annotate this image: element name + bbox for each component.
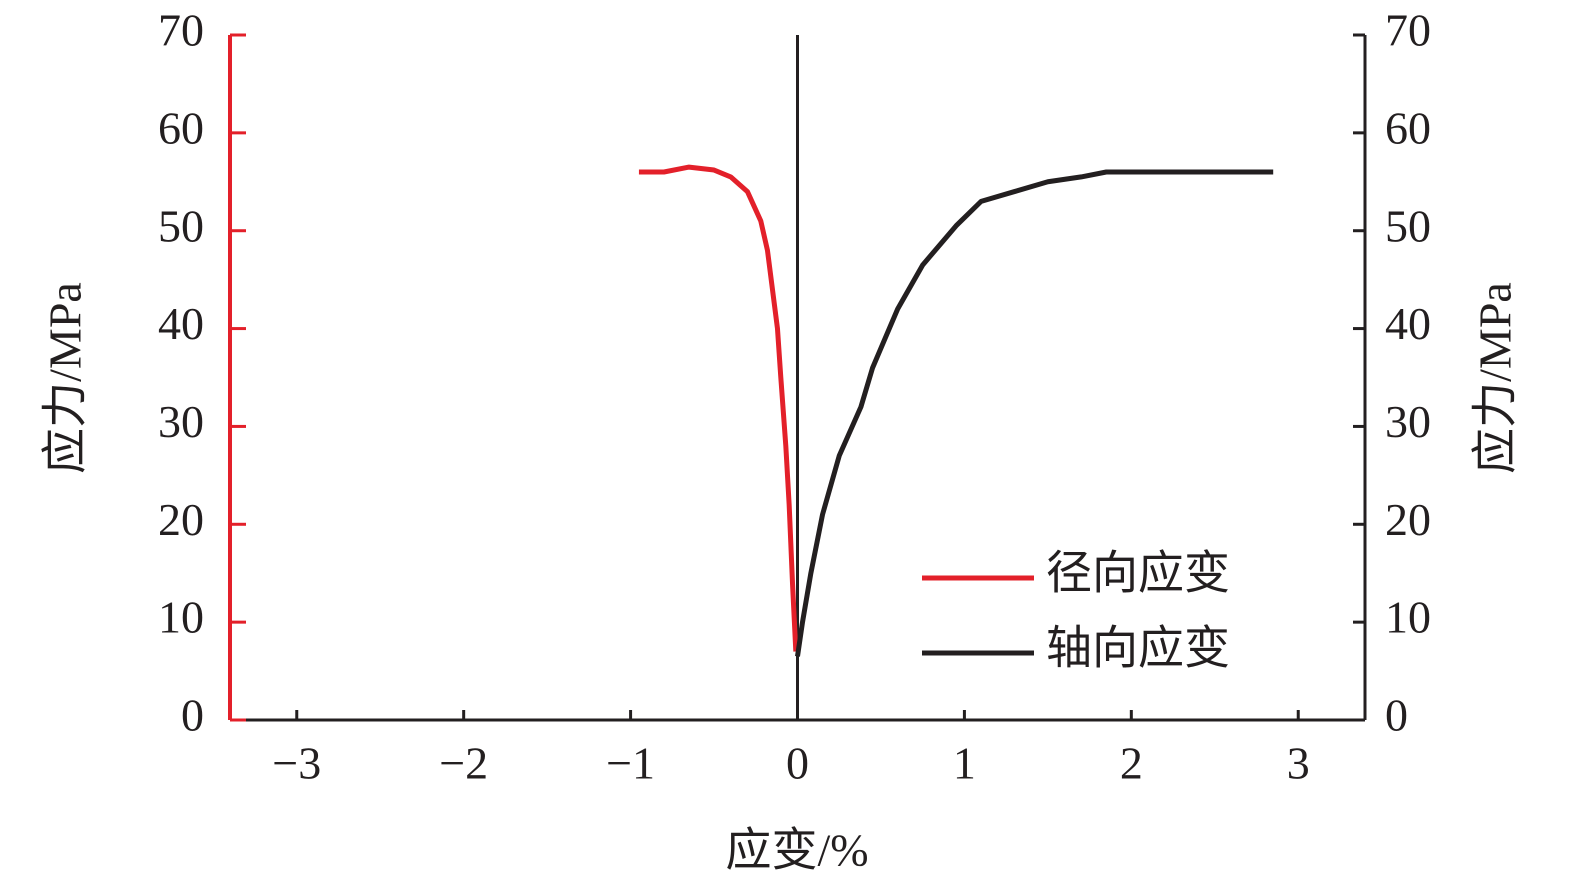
y-tick-label: 70 — [158, 5, 204, 56]
y2-axis-label: 应力/MPa — [1470, 282, 1521, 474]
x-tick-label: −3 — [272, 738, 321, 789]
y-axis-label: 应力/MPa — [40, 282, 91, 474]
x-tick-label: −2 — [439, 738, 488, 789]
legend-label: 径向应变 — [1046, 548, 1230, 599]
y-tick-label: 60 — [158, 102, 204, 153]
y-tick-label: 10 — [158, 592, 204, 643]
x-tick-label: 0 — [786, 738, 809, 789]
x-tick-label: 2 — [1120, 738, 1143, 789]
y-tick-label: 20 — [158, 494, 204, 545]
y-tick-label: 30 — [158, 396, 204, 447]
x-tick-label: 3 — [1287, 738, 1310, 789]
y-tick-label: 0 — [181, 690, 204, 741]
y2-tick-label: 30 — [1385, 396, 1431, 447]
y-tick-label: 40 — [158, 298, 204, 349]
legend-label: 轴向应变 — [1046, 623, 1230, 674]
y2-tick-label: 20 — [1385, 494, 1431, 545]
y2-tick-label: 60 — [1385, 102, 1431, 153]
y2-tick-label: 10 — [1385, 592, 1431, 643]
y-tick-label: 50 — [158, 200, 204, 251]
series-line — [638, 164, 799, 652]
x-tick-label: 1 — [953, 738, 976, 789]
series-line — [795, 169, 1274, 657]
x-axis-label: 应变/% — [725, 825, 868, 876]
y2-tick-label: 70 — [1385, 5, 1431, 56]
y2-tick-label: 40 — [1385, 298, 1431, 349]
x-tick-label: −1 — [606, 738, 655, 789]
y2-tick-label: 50 — [1385, 200, 1431, 251]
y2-tick-label: 0 — [1385, 690, 1408, 741]
